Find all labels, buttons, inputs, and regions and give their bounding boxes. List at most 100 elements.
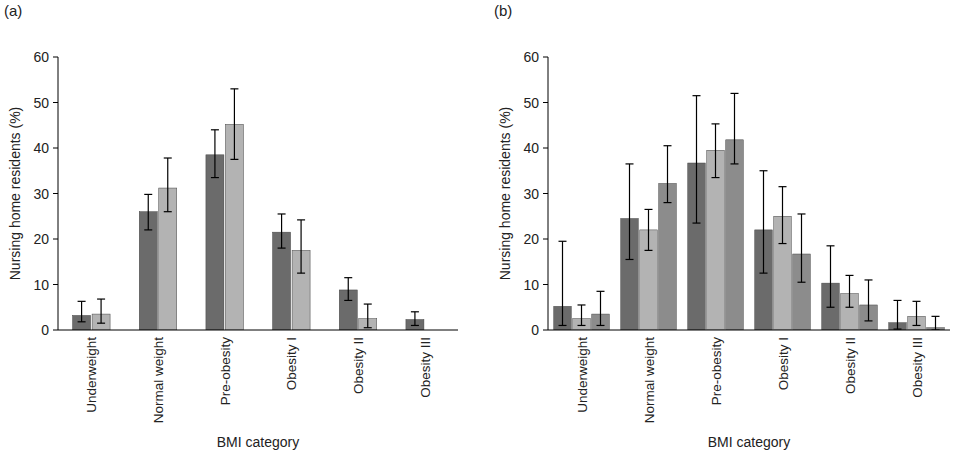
error-line <box>629 164 630 260</box>
error-cap <box>779 186 787 187</box>
error-cap <box>712 177 720 178</box>
x-axis <box>58 330 458 331</box>
x-tick-label: Pre-obesity <box>709 337 724 406</box>
error-bar <box>297 220 305 273</box>
bar <box>707 150 725 330</box>
error-line <box>562 241 563 325</box>
error-bar <box>760 171 768 273</box>
y-tick-label: 50 <box>523 95 539 111</box>
error-line <box>734 93 735 164</box>
error-cap <box>645 209 653 210</box>
y-tick-label: 10 <box>523 277 539 293</box>
bar <box>139 212 157 330</box>
y-tick-label: 60 <box>523 49 539 65</box>
error-cap <box>760 170 768 171</box>
error-bar <box>578 305 586 325</box>
x-axis-label: BMI category <box>217 434 299 450</box>
y-tick-label: 50 <box>33 95 49 111</box>
x-tick-label: Normal weight <box>151 337 166 424</box>
y-axis <box>548 57 549 330</box>
error-cap <box>693 95 701 96</box>
y-tick-label: 0 <box>531 322 539 338</box>
y-tick-label: 20 <box>523 231 539 247</box>
error-cap <box>164 211 172 212</box>
y-tick <box>543 239 548 240</box>
y-tick <box>543 330 548 331</box>
error-bar <box>344 278 352 301</box>
error-bar <box>230 89 238 160</box>
error-line <box>148 194 149 229</box>
x-tick-label: Obesity II <box>351 337 366 394</box>
bar <box>726 140 744 330</box>
error-bar <box>798 214 806 282</box>
y-tick-label: 40 <box>33 140 49 156</box>
x-tick-label: Underweight <box>575 337 590 413</box>
error-cap <box>144 194 152 195</box>
panel: (b)0102030405060UnderweightNormal weight… <box>494 2 950 450</box>
y-tick <box>53 148 58 149</box>
error-cap <box>578 325 586 326</box>
y-tick <box>53 102 58 103</box>
error-cap <box>645 250 653 251</box>
y-tick <box>543 193 548 194</box>
error-cap <box>827 307 835 308</box>
error-cap <box>597 291 605 292</box>
error-bar <box>894 300 902 329</box>
x-tick-label: Underweight <box>84 337 99 413</box>
error-cap <box>297 273 305 274</box>
error-bar <box>597 291 605 325</box>
error-bar <box>827 246 835 307</box>
error-bar <box>164 158 172 212</box>
error-bar <box>779 187 787 244</box>
error-bar <box>932 316 940 330</box>
y-tick <box>53 57 58 58</box>
error-line <box>600 291 601 325</box>
error-cap <box>798 213 806 214</box>
y-tick <box>53 330 58 331</box>
error-line <box>696 96 697 223</box>
error-cap <box>230 159 238 160</box>
error-cap <box>865 320 873 321</box>
error-line <box>715 124 716 178</box>
error-cap <box>278 213 286 214</box>
y-axis-label: Nursing home residents (%) <box>7 107 23 281</box>
error-line <box>648 209 649 250</box>
y-axis <box>58 57 59 330</box>
error-cap <box>626 259 634 260</box>
error-cap <box>230 88 238 89</box>
error-line <box>830 246 831 307</box>
error-cap <box>664 202 672 203</box>
x-tick-label: Normal weight <box>642 337 657 424</box>
error-cap <box>211 177 219 178</box>
panel: (a)0102030405060UnderweightNormal weight… <box>4 2 458 450</box>
bar <box>206 155 224 330</box>
error-cap <box>760 273 768 274</box>
error-bar <box>731 93 739 164</box>
error-cap <box>411 325 419 326</box>
y-tick-label: 20 <box>33 231 49 247</box>
x-tick-label: Obesity III <box>418 337 433 398</box>
error-line <box>782 187 783 244</box>
error-cap <box>78 301 86 302</box>
y-tick <box>543 148 548 149</box>
y-tick <box>543 57 548 58</box>
error-cap <box>693 222 701 223</box>
error-bar <box>78 301 86 321</box>
error-cap <box>559 241 567 242</box>
error-cap <box>164 157 172 158</box>
error-cap <box>846 307 854 308</box>
error-line <box>300 220 301 273</box>
y-tick-label: 30 <box>523 186 539 202</box>
error-cap <box>578 304 586 305</box>
x-tick-label: Obesity III <box>910 337 925 398</box>
error-bar <box>712 124 720 178</box>
y-tick-label: 60 <box>33 49 49 65</box>
y-tick <box>543 284 548 285</box>
error-line <box>348 278 349 301</box>
error-bar <box>278 214 286 248</box>
error-bar <box>97 299 105 323</box>
error-line <box>214 130 215 178</box>
marks <box>73 89 424 330</box>
y-tick-label: 30 <box>33 186 49 202</box>
error-line <box>935 316 936 330</box>
